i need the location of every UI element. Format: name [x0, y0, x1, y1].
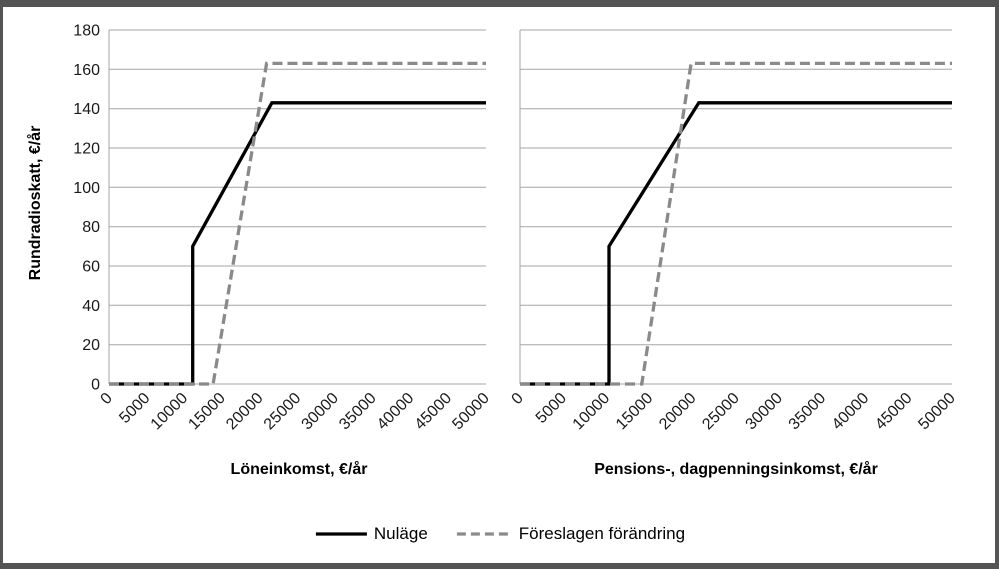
y-tick-label: 80: [82, 219, 100, 236]
x-tick-label: 20000: [223, 390, 267, 434]
x-tick-label: 15000: [613, 390, 657, 434]
y-tick-label: 100: [73, 180, 100, 197]
y-tick-label: 40: [82, 298, 100, 315]
x-tick-label: 10000: [570, 390, 614, 434]
x-axis-title-right: Pensions-, dagpenningsinkomst, €/år: [594, 461, 878, 478]
chart-right: 0 5000 10000 15000 20000 25000 30000 35000 40000…: [509, 29, 959, 434]
x-tick-label: 50000: [915, 390, 959, 434]
x-tick-label: 0: [509, 390, 527, 408]
y-tick-label: 120: [73, 141, 100, 158]
y-tick-label: 160: [73, 62, 100, 79]
x-tick-label: 30000: [743, 390, 787, 434]
y-tick-label: 180: [73, 23, 100, 40]
x-tick-label: 10000: [148, 390, 192, 434]
legend-item-nulage: Nuläge: [315, 524, 428, 544]
series-line-dashed: [109, 61, 486, 386]
legend-label-foreslagen: Föreslagen förändring: [518, 524, 686, 543]
x-tick-label: 30000: [299, 390, 343, 434]
x-tick-label: 40000: [374, 390, 418, 434]
x-tick-label: 25000: [261, 390, 305, 434]
solid-line-sample-icon: [315, 532, 367, 536]
x-tick-label: 35000: [336, 390, 380, 434]
x-tick-label: 5000: [533, 390, 570, 427]
x-tick-label: 45000: [872, 390, 916, 434]
legend: Nuläge Föreslagen förändring: [315, 524, 685, 544]
y-tick-label: 20: [82, 337, 100, 354]
x-tick-label: 50000: [449, 390, 493, 434]
chart-left: 0 500010000150002000025000300003500040000…: [73, 23, 493, 434]
series-line-solid: [520, 101, 952, 386]
y-tick-label: 0: [91, 377, 100, 394]
dashed-line-sample-icon: [456, 532, 512, 536]
legend-item-foreslagen: Föreslagen förändring: [456, 524, 685, 544]
x-tick-label: 25000: [699, 390, 743, 434]
x-tick-label: 35000: [786, 390, 830, 434]
legend-label-nulage: Nuläge: [373, 524, 428, 543]
y-tick-label: 60: [82, 259, 100, 276]
x-tick-label: 45000: [412, 390, 456, 434]
x-tick-label: 20000: [656, 390, 700, 434]
x-tick-label: 15000: [185, 390, 229, 434]
x-axis-title-left: Löneinkomst, €/år: [230, 461, 368, 478]
x-tick-label: 40000: [829, 390, 873, 434]
series-line-dashed: [520, 61, 952, 386]
y-tick-label: 140: [73, 101, 100, 118]
y-axis-title: Rundradioskatt, €/år: [27, 125, 44, 281]
series-line-solid: [109, 101, 486, 386]
x-tick-label: 0: [98, 390, 116, 408]
